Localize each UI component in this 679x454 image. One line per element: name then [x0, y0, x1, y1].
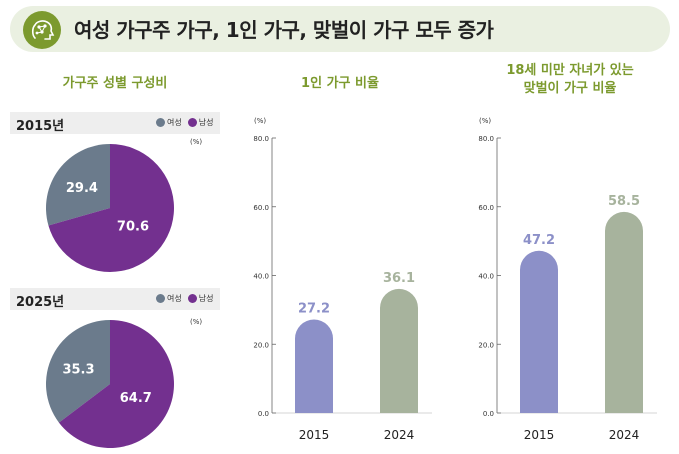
pie-slice-male: [58, 320, 174, 448]
page-title: 여성 가구주 가구, 1인 가구, 맞벌이 가구 모두 증가: [74, 18, 494, 42]
pie-slice-label: 70.6: [117, 219, 149, 234]
x-category-label: 2024: [384, 428, 415, 442]
pie-chart-2015: 29.4 70.6: [46, 144, 174, 272]
pie-section-title: 가구주 성별 구성비: [62, 76, 168, 91]
bar-value-label: 27.2: [298, 302, 330, 317]
x-category-label: 2015: [524, 428, 555, 442]
pie-slice-label: 64.7: [120, 391, 152, 406]
y-tick-label: 40.0: [478, 273, 494, 281]
legend-female-label-2025: 여성: [167, 294, 182, 303]
y-tick-label: 40.0: [253, 273, 269, 281]
x-category-label: 2015: [299, 428, 330, 442]
bar-value-label: 36.1: [383, 271, 415, 286]
dual-income-chart-title: 18세 미만 자녀가 있는 맞벌이 가구 비율: [465, 62, 675, 98]
y-tick-label: 20.0: [253, 341, 269, 349]
bar-unit-label: (%): [254, 117, 266, 125]
bar-2024: [605, 211, 643, 413]
legend-male-2025: 남성: [187, 293, 214, 304]
single-household-bar-chart: (%) 0.0 20.0 40.0 60.0 80.0 27.2 2015 36.1 2024: [253, 117, 432, 442]
pie-unit-2025: (%): [190, 318, 203, 326]
year-bar-2025: 2025년 여성 남성: [10, 288, 220, 310]
legend-male-swatch-2025: [187, 294, 197, 303]
year-label-2015: 2015년: [16, 119, 65, 134]
pie-slice-female: [45, 320, 110, 423]
pie-slice-female: [46, 144, 110, 226]
y-tick-label: 0.0: [483, 410, 494, 418]
x-category-label: 2024: [609, 428, 640, 442]
bar-value-label: 58.5: [608, 194, 640, 209]
y-tick-label: 20.0: [478, 341, 494, 349]
year-bar-2015: 2015년 여성 남성: [10, 112, 220, 134]
pie-slice-label: 35.3: [62, 362, 94, 377]
pie-chart-2025: 35.3 64.7: [45, 320, 174, 448]
legend-female-swatch-2025: [156, 294, 165, 303]
dual-income-title-line-1: 18세 미만 자녀가 있는: [506, 63, 634, 78]
pie-legend-2025: 여성 남성: [150, 293, 213, 304]
y-tick-label: 0.0: [258, 410, 269, 418]
legend-female-2025: 여성: [156, 293, 182, 304]
legend-female-label: 여성: [167, 118, 182, 127]
pie-slice-label: 29.4: [66, 181, 98, 196]
bar-2024: [380, 288, 418, 413]
pie-legend-2015: 여성 남성: [150, 117, 213, 128]
bar-2015: [520, 250, 558, 413]
single-household-chart-title: 1인 가구 비율: [301, 76, 379, 91]
y-tick-label: 80.0: [478, 135, 494, 143]
year-label-2025: 2025년: [16, 295, 65, 310]
y-tick-label: 60.0: [478, 204, 494, 212]
header-banner: 여성 가구주 가구, 1인 가구, 맞벌이 가구 모두 증가: [10, 6, 670, 52]
y-tick-label: 80.0: [253, 135, 269, 143]
legend-female-swatch: [156, 118, 165, 127]
brain-network-icon: [23, 11, 61, 49]
legend-male-label-2025: 남성: [198, 294, 214, 303]
bar-2015: [295, 319, 333, 413]
legend-male-swatch: [187, 118, 197, 127]
dual-income-title-line-2: 맞벌이 가구 비율: [523, 81, 617, 96]
dual-income-bar-chart: (%) 0.0 20.0 40.0 60.0 80.0 47.2 2015 58.5 2024: [478, 117, 657, 442]
y-tick-label: 60.0: [253, 204, 269, 212]
legend-male: 남성: [187, 117, 214, 128]
legend-male-label: 남성: [198, 118, 214, 127]
pie-unit-2015: (%): [190, 138, 203, 146]
bar-value-label: 47.2: [523, 233, 555, 248]
pie-slice-male: [48, 144, 174, 272]
bar-unit-label: (%): [479, 117, 491, 125]
legend-female: 여성: [156, 117, 182, 128]
